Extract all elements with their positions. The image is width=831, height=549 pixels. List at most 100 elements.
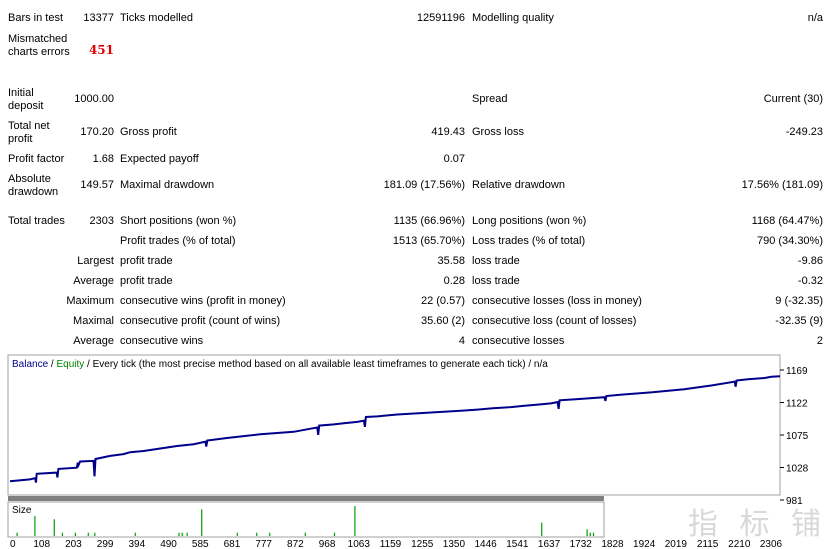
gross-loss-value: -249.23 xyxy=(785,126,823,138)
largest-profit-value: 35.58 xyxy=(437,255,465,267)
y-tick-label: 1122 xyxy=(786,399,808,410)
largest-loss-label: loss trade xyxy=(472,255,520,267)
absolute-drawdown-value: 149.57 xyxy=(80,179,114,191)
maximum-label: Maximum xyxy=(66,295,114,307)
x-tick-label: 2115 xyxy=(697,539,719,549)
avg-consec-wins-value: 4 xyxy=(458,335,465,347)
chart-separator-bar xyxy=(8,496,604,501)
x-tick-label: 1446 xyxy=(475,539,498,549)
maximal-drawdown-label: Maximal drawdown xyxy=(120,179,215,191)
size-bar xyxy=(354,506,356,536)
initial-deposit-value: 1000.00 xyxy=(74,93,114,105)
x-tick-label: 777 xyxy=(255,539,272,549)
short-positions-value: 1135 (66.96%) xyxy=(393,215,465,227)
size-bar xyxy=(589,532,591,536)
size-bar xyxy=(592,532,595,536)
mismatched-label: Mismatched charts errors xyxy=(8,33,70,58)
maximal-consec-loss-label: consecutive loss (count of losses) xyxy=(472,315,637,327)
x-tick-label: 490 xyxy=(160,539,177,549)
profit-trades-value: 1513 (65.70%) xyxy=(392,235,465,247)
watermark-logo: 指 标 铺 xyxy=(687,507,827,542)
max-consec-wins-label: consecutive wins (profit in money) xyxy=(120,295,286,307)
x-tick-label: 299 xyxy=(97,539,114,549)
x-tick-label: 968 xyxy=(319,539,336,549)
y-tick-label: 1075 xyxy=(786,431,809,442)
average-profit-label: profit trade xyxy=(120,275,173,287)
profit-trades-label: Profit trades (% of total) xyxy=(120,235,236,247)
largest-profit-label: profit trade xyxy=(120,255,173,267)
bars-in-test-value: 13377 xyxy=(83,12,114,24)
spread-label: Spread xyxy=(472,93,508,105)
maximal-consec-profit-value: 35.60 (2) xyxy=(420,315,465,327)
average-loss-label: loss trade xyxy=(472,275,520,287)
relative-drawdown-value: 17.56% (181.09) xyxy=(741,179,823,191)
x-tick-label: 1063 xyxy=(348,539,371,549)
y-tick-label: 1169 xyxy=(786,366,808,377)
x-axis-ticks: 0 108 203 299 394 490 585 681 777 872 968 1063 1159 1… xyxy=(10,539,783,549)
initial-deposit-label: Initial deposit xyxy=(8,87,44,112)
legend-separator: / xyxy=(48,359,56,370)
balance-series-line xyxy=(9,375,781,483)
y-tick-label: 981 xyxy=(786,496,803,507)
absolute-drawdown-label: Absolute drawdown xyxy=(8,173,59,198)
x-tick-label: 2306 xyxy=(760,539,783,549)
x-tick-label: 1828 xyxy=(601,539,624,549)
x-tick-label: 1159 xyxy=(380,539,402,549)
y-axis-ticks: 1169 1122 1075 1028 981 xyxy=(780,366,809,507)
long-positions-value: 1168 (64.47%) xyxy=(751,215,823,227)
avg-consec-losses-label: consecutive losses xyxy=(472,335,565,347)
size-bar xyxy=(134,532,136,536)
size-bar xyxy=(87,532,89,536)
x-tick-label: 1637 xyxy=(538,539,561,549)
size-bar xyxy=(74,532,76,536)
size-bar xyxy=(201,509,203,536)
average-profit-value: 0.28 xyxy=(443,275,465,287)
size-bar xyxy=(269,532,271,536)
legend-equity: Equity xyxy=(56,359,84,370)
x-tick-label: 108 xyxy=(33,539,50,549)
size-bar xyxy=(178,532,180,536)
mismatched-value: 451 xyxy=(88,43,114,57)
x-tick-label: 681 xyxy=(224,539,241,549)
spread-value: Current (30) xyxy=(763,93,823,105)
x-tick-label: 585 xyxy=(192,539,209,549)
balance-chart-svg: Balance / Equity / Every tick (the most … xyxy=(7,354,809,549)
modelling-quality-label: Modelling quality xyxy=(472,12,554,24)
x-tick-label: 1350 xyxy=(443,539,466,549)
total-trades-value: 2303 xyxy=(89,215,114,227)
x-tick-label: 0 xyxy=(10,539,16,549)
main-plot-frame xyxy=(7,354,781,496)
size-plot-frame xyxy=(7,501,605,538)
legend-balance: Balance xyxy=(12,359,49,370)
x-tick-label: 2210 xyxy=(728,539,751,549)
expected-payoff-value: 0.07 xyxy=(443,153,465,165)
loss-trades-label: Loss trades (% of total) xyxy=(472,235,586,247)
gross-loss-label: Gross loss xyxy=(472,126,524,138)
max-consec-losses-value: 9 (-32.35) xyxy=(775,295,823,307)
total-trades-label: Total trades xyxy=(8,215,65,227)
gross-profit-value: 419.43 xyxy=(431,126,465,138)
chart-legend: Balance / Equity / Every tick (the most … xyxy=(12,359,548,370)
size-bar xyxy=(541,522,543,536)
total-net-profit-value: 170.20 xyxy=(80,126,114,138)
max-consec-losses-label: consecutive losses (loss in money) xyxy=(472,295,642,307)
size-bars xyxy=(16,506,595,536)
size-bar xyxy=(16,532,18,536)
total-net-profit-label: Total net profit xyxy=(8,120,50,145)
legend-description: / Every tick (the most precise method ba… xyxy=(84,359,548,370)
max-consec-wins-value: 22 (0.57) xyxy=(420,295,465,307)
size-bar xyxy=(304,532,306,536)
long-positions-label: Long positions (won %) xyxy=(472,215,587,227)
x-tick-label: 2019 xyxy=(665,539,688,549)
size-bar xyxy=(333,532,336,536)
maximal-label: Maximal xyxy=(73,315,114,327)
size-bar xyxy=(94,532,96,536)
x-tick-label: 1732 xyxy=(570,539,593,549)
size-bar xyxy=(181,532,183,536)
avg-consec-losses-value: 2 xyxy=(816,335,823,347)
largest-label: Largest xyxy=(77,255,114,267)
y-tick-label: 1028 xyxy=(786,464,809,475)
size-label: Size xyxy=(12,505,32,516)
maximal-consec-profit-label: consecutive profit (count of wins) xyxy=(120,315,281,327)
relative-drawdown-label: Relative drawdown xyxy=(472,179,565,191)
